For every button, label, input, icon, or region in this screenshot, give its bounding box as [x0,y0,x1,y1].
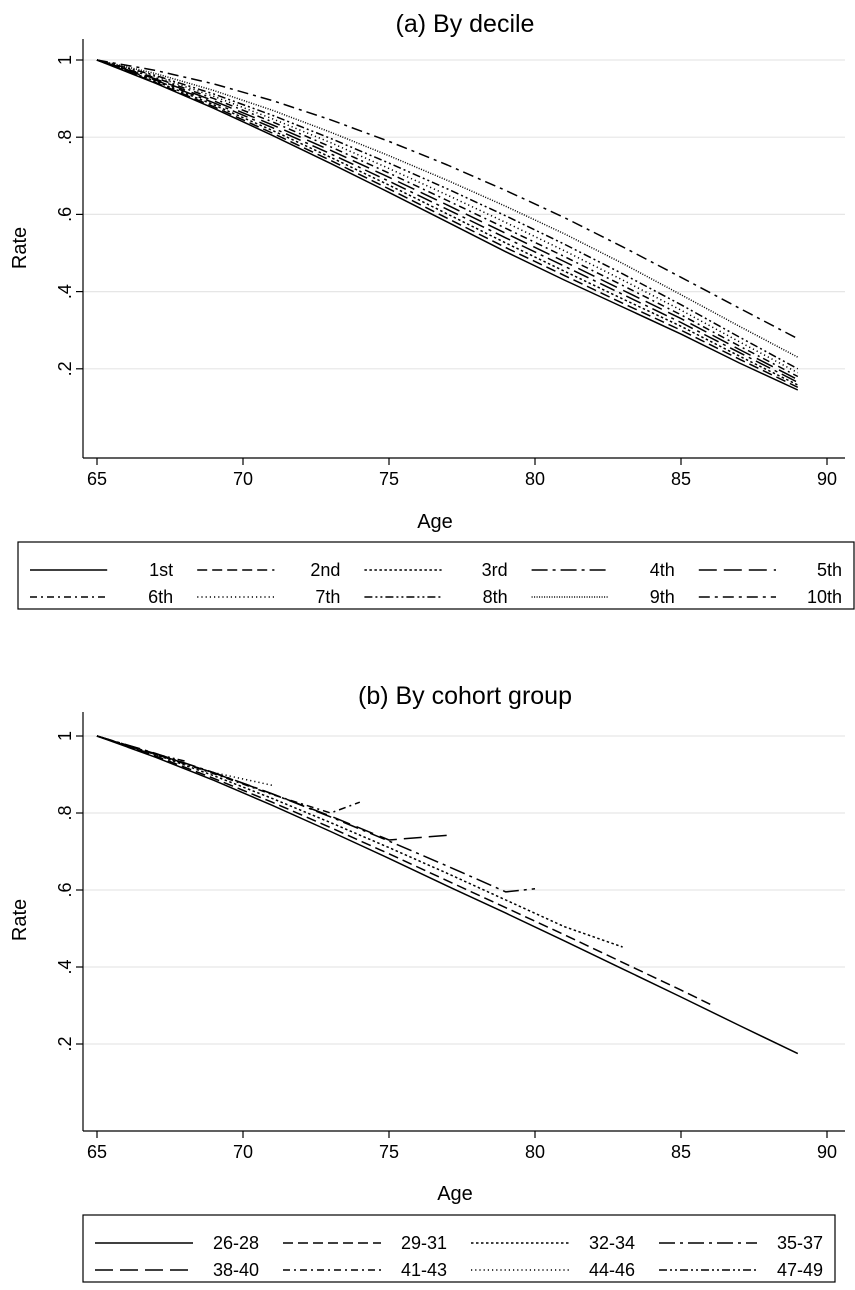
y-tick-label: .4 [55,959,75,974]
chart-title: (a) By decile [396,10,535,38]
series-line-26-28 [96,735,799,1055]
legend-label: 3rd [482,560,508,580]
legend-label: 1st [149,560,173,580]
y-tick-label: .2 [55,361,75,376]
series-line-5th [96,59,799,381]
y-tick-label: .4 [55,284,75,299]
series-line-41-43 [96,735,361,814]
legend-label: 47-49 [777,1260,823,1280]
y-tick-label: 1 [55,731,75,741]
x-tick-label: 75 [379,469,399,489]
x-tick-label: 65 [87,469,107,489]
x-tick-label: 85 [671,1142,691,1162]
x-tick-label: 90 [817,1142,837,1162]
y-tick-label: .2 [55,1036,75,1051]
legend-label: 8th [483,587,508,607]
legend-label: 41-43 [401,1260,447,1280]
series-lines [96,735,799,1055]
series-line-9th [96,59,799,358]
legend-label: 2nd [310,560,340,580]
series-line-38-40 [96,735,448,841]
x-tick-label: 80 [525,1142,545,1162]
series-line-8th [96,59,799,370]
legend-label: 5th [817,560,842,580]
legend-label: 32-34 [589,1233,635,1253]
legend-label: 6th [148,587,173,607]
y-tick-label: .6 [55,882,75,897]
legend-label: 44-46 [589,1260,635,1280]
x-axis-label: Age [417,511,453,533]
series-line-4th [96,59,799,383]
series-line-1st [96,59,799,391]
gridlines [83,59,845,370]
x-tick-label: 90 [817,469,837,489]
y-tick-label: .8 [55,130,75,145]
x-ticks: 65 70 75 80 85 90 [87,1131,837,1162]
y-ticks: .2 .4 .6 .8 1 [55,55,83,376]
x-tick-label: 85 [671,469,691,489]
x-tick-label: 65 [87,1142,107,1162]
y-ticks: .2 .4 .6 .8 1 [55,731,83,1052]
legend-label: 7th [315,587,340,607]
y-axis-label: Rate [9,899,31,941]
series-line-6th [96,59,799,378]
legend-box [82,1214,836,1283]
series-line-2nd [96,59,799,388]
legend-label: 26-28 [213,1233,259,1253]
legend: 1st 2nd 3rd 4th 5th 6th 7th 8th 9th 10th [17,541,855,610]
legend-label: 4th [650,560,675,580]
x-tick-label: 70 [233,469,253,489]
series-line-3rd [96,59,799,386]
series-line-29-31 [96,735,711,1005]
x-tick-label: 70 [233,1142,253,1162]
y-tick-label: .8 [55,805,75,820]
series-line-10th [96,59,799,340]
series-line-32-34 [96,735,623,948]
legend-label: 38-40 [213,1260,259,1280]
y-tick-label: 1 [55,55,75,65]
legend: 26-28 29-31 32-34 35-37 38-40 41-43 44-46 47-49 [82,1214,836,1283]
panel-b: (b) By cohort group 65 70 75 80 85 90 .2 .4 .6.… [9,682,845,1283]
y-tick-label: .6 [55,207,75,222]
y-axis-label: Rate [9,227,31,269]
legend-label: 29-31 [401,1233,447,1253]
x-axis-label: Age [437,1183,473,1205]
legend-box [17,541,855,610]
x-tick-label: 80 [525,469,545,489]
series-line-47-49 [96,735,185,762]
chart-title: (b) By cohort group [358,682,572,710]
legend-label: 10th [807,587,842,607]
series-line-7th [96,59,799,374]
x-tick-label: 75 [379,1142,399,1162]
legend-label: 35-37 [777,1233,823,1253]
series-lines [96,59,799,391]
legend-label: 9th [650,587,675,607]
panel-a: (a) By decile 65 70 75 80 85 90 .2 .4 .6 .8 1 Age… [9,10,855,610]
gridlines [83,735,845,1045]
x-ticks: 65 70 75 80 85 90 [87,458,837,489]
series-line-44-46 [96,735,273,787]
